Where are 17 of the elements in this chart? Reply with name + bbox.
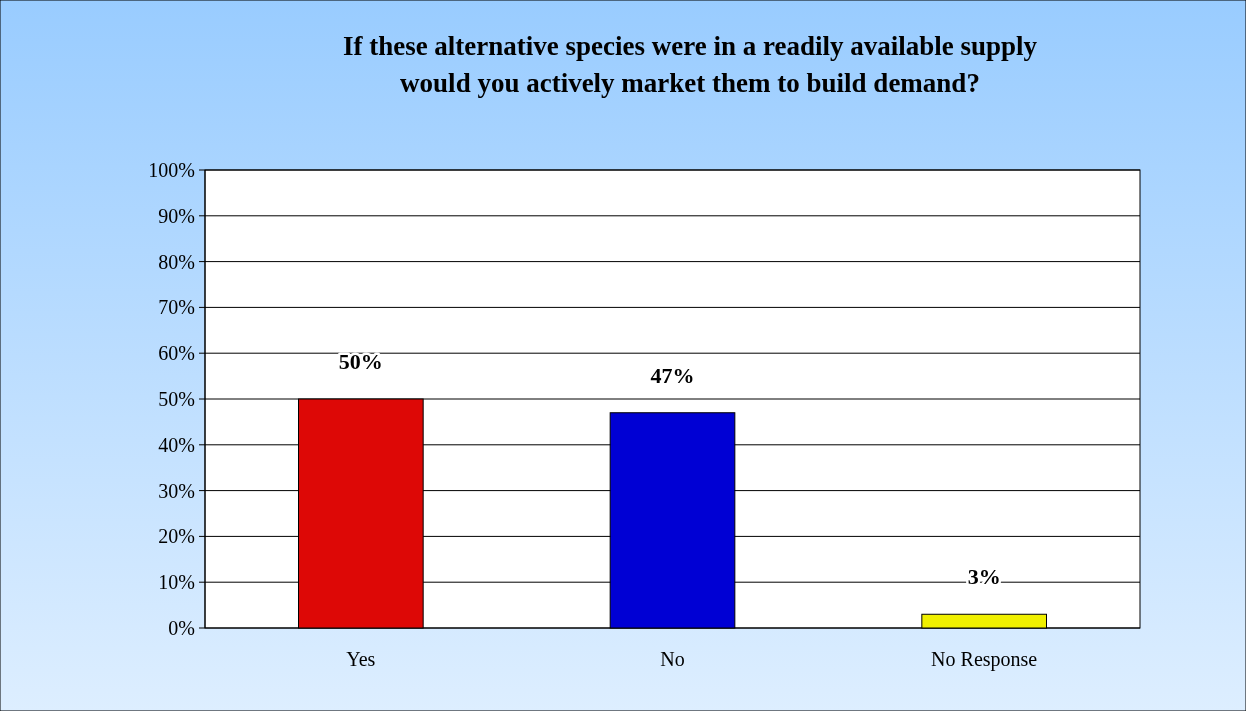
y-tick-label: 10% xyxy=(158,571,195,594)
data-label: 47% xyxy=(650,362,695,388)
y-tick-label: 30% xyxy=(158,479,195,502)
y-tick-label: 100% xyxy=(148,159,195,181)
y-tick-label: 80% xyxy=(158,250,195,273)
y-tick-label: 60% xyxy=(158,342,195,365)
y-tick-label: 0% xyxy=(168,617,195,639)
y-tick-label: 50% xyxy=(158,388,195,410)
y-tick-label: 70% xyxy=(158,296,195,319)
chart-title: If these alternative species were in a readily available supply would you actively market them to build demand? xyxy=(342,31,1038,98)
x-tick-label: No Response xyxy=(931,648,1038,671)
y-tick-label: 20% xyxy=(158,525,195,548)
y-tick-label: 90% xyxy=(158,204,195,227)
x-tick-label: Yes xyxy=(346,648,376,670)
data-label: 50% xyxy=(338,349,383,374)
y-tick-label: 40% xyxy=(158,433,195,456)
x-tick-label: No xyxy=(660,648,685,670)
